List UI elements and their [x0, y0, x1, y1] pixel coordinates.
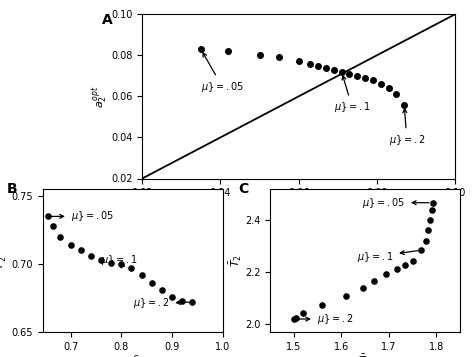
Point [255, 52, 263, 58]
Point [314, 63, 322, 69]
Point [417, 247, 425, 253]
X-axis label: $a_1^{opt}$: $a_1^{opt}$ [287, 200, 310, 220]
Text: A: A [101, 12, 112, 27]
Point [369, 77, 377, 83]
Point [393, 266, 401, 272]
Point [300, 311, 307, 316]
Point [87, 253, 95, 259]
Point [275, 55, 283, 60]
Point [422, 238, 429, 243]
Point [428, 207, 436, 213]
Point [67, 242, 74, 248]
Point [401, 102, 408, 107]
Point [307, 61, 314, 66]
Point [385, 85, 392, 91]
Point [338, 69, 346, 75]
Text: $\mu\}= .1$: $\mu\}= .1$ [101, 253, 138, 268]
Y-axis label: $\bar{T}_2$: $\bar{T}_2$ [228, 254, 244, 267]
Point [158, 287, 166, 293]
Point [77, 247, 84, 253]
Text: $\mu\}= .2$: $\mu\}= .2$ [389, 109, 425, 147]
Text: C: C [238, 182, 248, 196]
Point [383, 272, 390, 277]
Point [359, 285, 366, 291]
Text: $\mu\}= .1$: $\mu\}= .1$ [334, 76, 371, 115]
Point [295, 59, 302, 64]
Point [342, 293, 350, 299]
Text: $\mu\}= .05$: $\mu\}= .05$ [362, 196, 429, 210]
X-axis label: $P_1^C$: $P_1^C$ [125, 353, 140, 357]
Text: $\mu\}= .2$: $\mu\}= .2$ [133, 296, 190, 311]
Point [377, 81, 384, 87]
Point [44, 213, 52, 219]
Point [108, 260, 115, 266]
Point [330, 67, 337, 72]
Point [392, 91, 400, 97]
Point [401, 262, 409, 268]
Text: $\mu\}= .1$: $\mu\}= .1$ [356, 250, 418, 264]
Text: $\mu\}= .2$: $\mu\}= .2$ [297, 312, 353, 326]
Point [49, 223, 56, 229]
Point [290, 316, 298, 322]
Point [292, 315, 300, 321]
Point [178, 298, 186, 303]
Point [189, 299, 196, 305]
Y-axis label: $P_2^C$: $P_2^C$ [0, 253, 10, 268]
Point [427, 217, 434, 223]
Point [224, 49, 232, 54]
Y-axis label: $a_2^{opt}$: $a_2^{opt}$ [90, 85, 109, 107]
Point [361, 75, 369, 81]
Point [424, 227, 432, 233]
Point [371, 278, 378, 283]
Point [118, 261, 125, 267]
Point [197, 46, 205, 52]
Point [148, 280, 155, 286]
Text: $\mu\}= .05$: $\mu\}= .05$ [201, 53, 244, 94]
Point [138, 272, 146, 278]
Text: $\mu\}= .05$: $\mu\}= .05$ [51, 210, 114, 223]
Point [354, 73, 361, 79]
Point [97, 257, 105, 263]
Point [319, 302, 326, 308]
Point [322, 65, 330, 71]
Point [429, 200, 437, 206]
X-axis label: $\bar{T}_1$: $\bar{T}_1$ [358, 353, 372, 357]
Point [56, 234, 64, 240]
Point [128, 265, 135, 271]
Point [168, 294, 176, 300]
Point [346, 71, 353, 77]
Point [410, 258, 417, 263]
Text: B: B [7, 182, 17, 196]
